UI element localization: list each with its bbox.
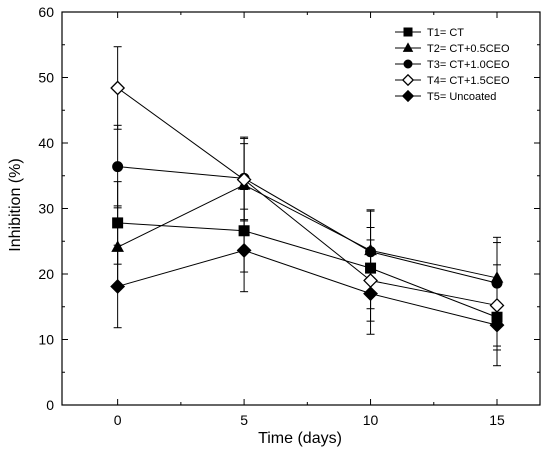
legend: T1= CT T2= CT+0.5CEO T3= CT+1.0CEO T4= CT+1… — [395, 27, 510, 103]
y-tick-label: 30 — [38, 201, 54, 217]
x-tick-label: 5 — [240, 412, 248, 428]
y-tick-label: 40 — [38, 135, 54, 151]
legend-label-4: T4= CT+1.5CEO — [427, 75, 510, 87]
data-point-s5-p3 — [363, 286, 378, 302]
legend-marker-3 — [403, 59, 413, 69]
data-point-s1-p3 — [365, 262, 377, 274]
x-tick-label: 15 — [489, 412, 505, 428]
y-tick-label: 60 — [38, 4, 54, 20]
data-point-s4-p1 — [110, 80, 126, 96]
legend-marker-5 — [401, 89, 415, 103]
legend-marker-1 — [403, 27, 413, 37]
data-point-s3-p4 — [491, 277, 503, 289]
data-markers-layer — [110, 80, 505, 333]
y-tick-label: 10 — [38, 332, 54, 348]
data-point-s4-p4 — [489, 298, 505, 313]
data-point-s5-p4 — [489, 317, 505, 333]
series-line-5 — [117, 249, 498, 326]
data-point-s1-p2 — [238, 225, 250, 237]
data-point-s1-p1 — [112, 217, 124, 229]
data-point-s3-p1 — [112, 161, 124, 173]
y-tick-label: 0 — [46, 397, 54, 413]
series-line-4 — [117, 87, 498, 306]
legend-marker-4 — [401, 73, 415, 87]
x-tick-label: 0 — [114, 412, 122, 428]
legend-label-3: T3= CT+1.0CEO — [427, 59, 510, 71]
legend-label-5: T5= Uncoated — [427, 91, 496, 103]
y-tick-label: 20 — [38, 266, 54, 282]
y-axis-title: Inhibition (%) — [7, 158, 24, 251]
data-point-s2-p1 — [111, 240, 124, 252]
data-point-s3-p3 — [365, 246, 377, 258]
legend-marker-2 — [402, 42, 414, 52]
data-point-s5-p1 — [110, 279, 126, 294]
y-tick-label: 50 — [38, 70, 54, 86]
series-line-2 — [117, 184, 498, 279]
x-tick-label: 10 — [363, 412, 379, 428]
axes-layer: 0 10 20 30 40 50 60 0 5 10 15 — [38, 4, 541, 428]
x-axis-title: Time (days) — [258, 430, 342, 447]
series-lines-layer — [117, 87, 498, 326]
data-point-s4-p2 — [236, 172, 252, 188]
series-line-3 — [117, 166, 498, 284]
data-point-s4-p3 — [363, 273, 378, 288]
legend-label-2: T2= CT+0.5CEO — [427, 43, 510, 55]
data-point-s5-p2 — [236, 243, 252, 258]
legend-label-1: T1= CT — [427, 27, 464, 39]
